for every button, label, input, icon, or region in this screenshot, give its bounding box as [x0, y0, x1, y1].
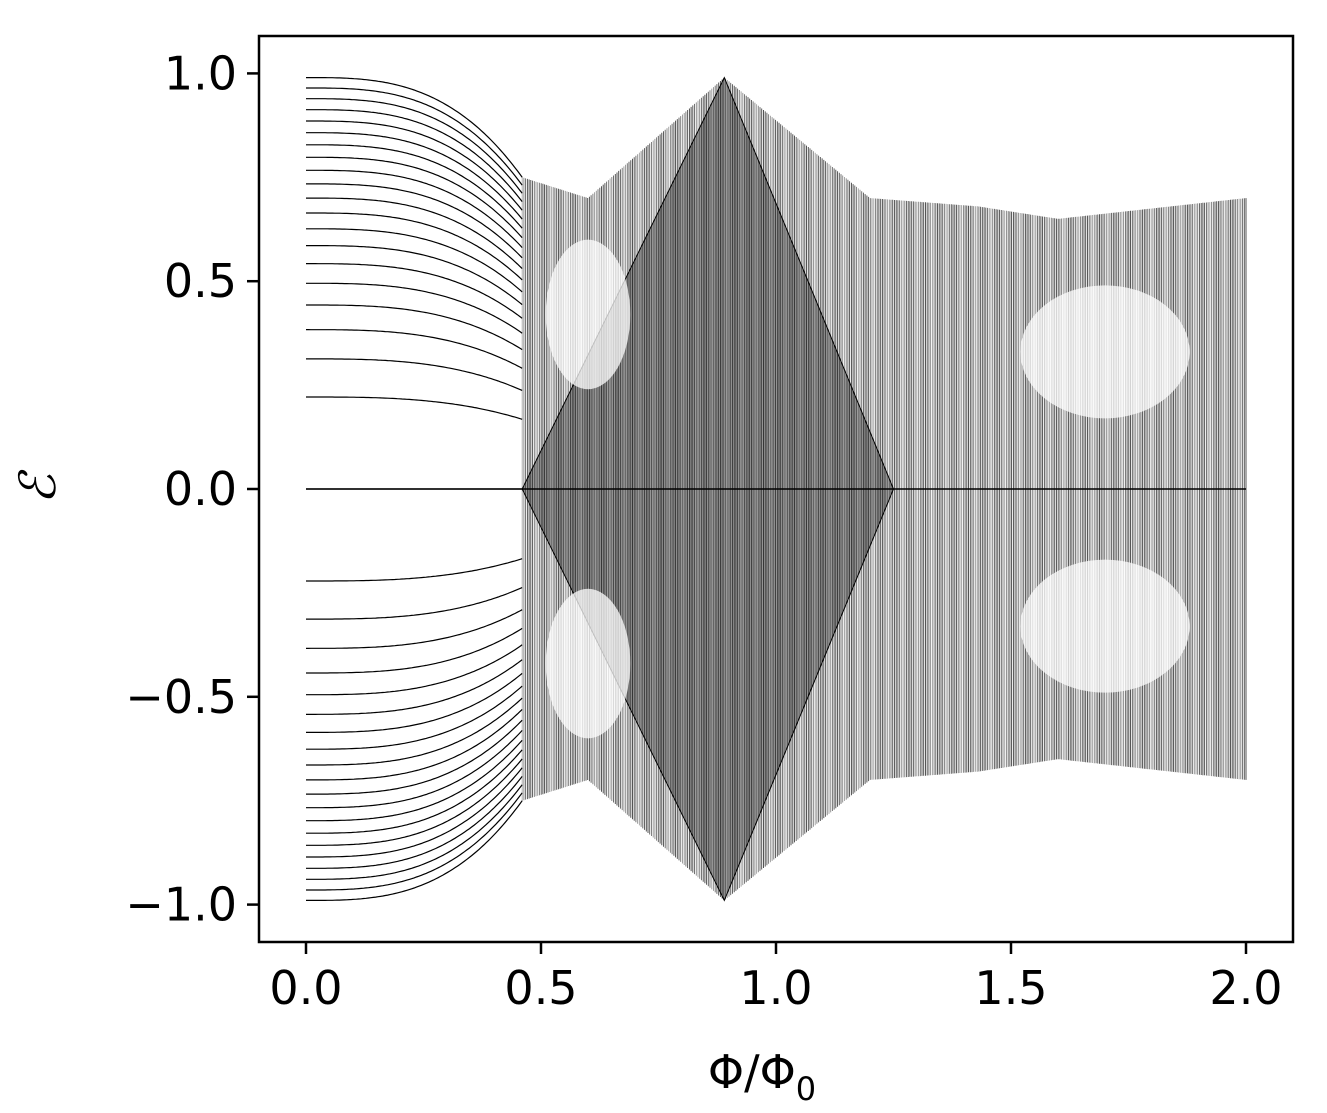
level-curve [306, 672, 523, 733]
gap-lobe [545, 588, 631, 739]
gap-lobe [545, 239, 631, 390]
level-curve [306, 144, 523, 229]
level-curve [306, 587, 523, 620]
level-curve [306, 156, 523, 239]
level-curve [306, 329, 523, 369]
x-tick-label: 0.5 [504, 961, 577, 1015]
level-curve [306, 169, 523, 249]
level-curve [306, 212, 523, 281]
level-curve [306, 183, 523, 259]
y-tick-label: 0.5 [164, 254, 237, 308]
y-tick-label: 0.0 [164, 462, 237, 516]
level-curve [306, 228, 523, 293]
level-curve [306, 558, 523, 582]
level-curve [306, 729, 523, 809]
gap-lobe [1020, 285, 1190, 419]
level-curve [306, 132, 523, 220]
level-curve [306, 792, 523, 891]
gap-lobe [1020, 559, 1190, 693]
level-curve [306, 767, 523, 858]
y-tick-label: 1.0 [164, 46, 237, 100]
level-curve [306, 659, 523, 715]
level-curve [306, 719, 523, 795]
level-curve [306, 109, 523, 202]
level-curve [306, 120, 523, 211]
x-tick-label: 1.0 [739, 961, 812, 1015]
x-axis: 0.0 0.5 1.0 1.5 2.0 [269, 942, 1283, 1015]
x-tick-label: 0.0 [269, 961, 342, 1015]
level-curve [306, 697, 523, 766]
level-curve [306, 739, 523, 822]
x-axis-label: Φ/Φ0 [708, 1045, 816, 1108]
y-axis-label: ℰ [9, 469, 67, 504]
level-curve [306, 758, 523, 846]
x-tick-label: 1.5 [974, 961, 1047, 1015]
y-tick-label: −1.0 [125, 878, 237, 932]
plot-area [306, 76, 1247, 902]
y-axis: 1.0 0.5 0.0 −0.5 −1.0 [125, 46, 259, 932]
y-tick-label: −0.5 [125, 670, 237, 724]
level-curve [306, 98, 523, 194]
level-curve [306, 644, 523, 696]
level-curve [306, 685, 523, 750]
level-curve [306, 245, 523, 306]
level-curve [306, 263, 523, 319]
level-curve [306, 197, 523, 270]
x-tick-label: 2.0 [1209, 961, 1282, 1015]
level-curve [306, 396, 523, 420]
level-curve [306, 784, 523, 880]
level-curve [306, 87, 523, 186]
level-curve [306, 776, 523, 869]
level-curve [306, 708, 523, 781]
level-curve [306, 800, 523, 901]
level-curve [306, 304, 523, 351]
level-curve [306, 627, 523, 674]
level-curve [306, 282, 523, 334]
level-curve [306, 609, 523, 649]
level-curve [306, 358, 523, 391]
level-curve [306, 749, 523, 834]
level-curve [306, 77, 523, 178]
